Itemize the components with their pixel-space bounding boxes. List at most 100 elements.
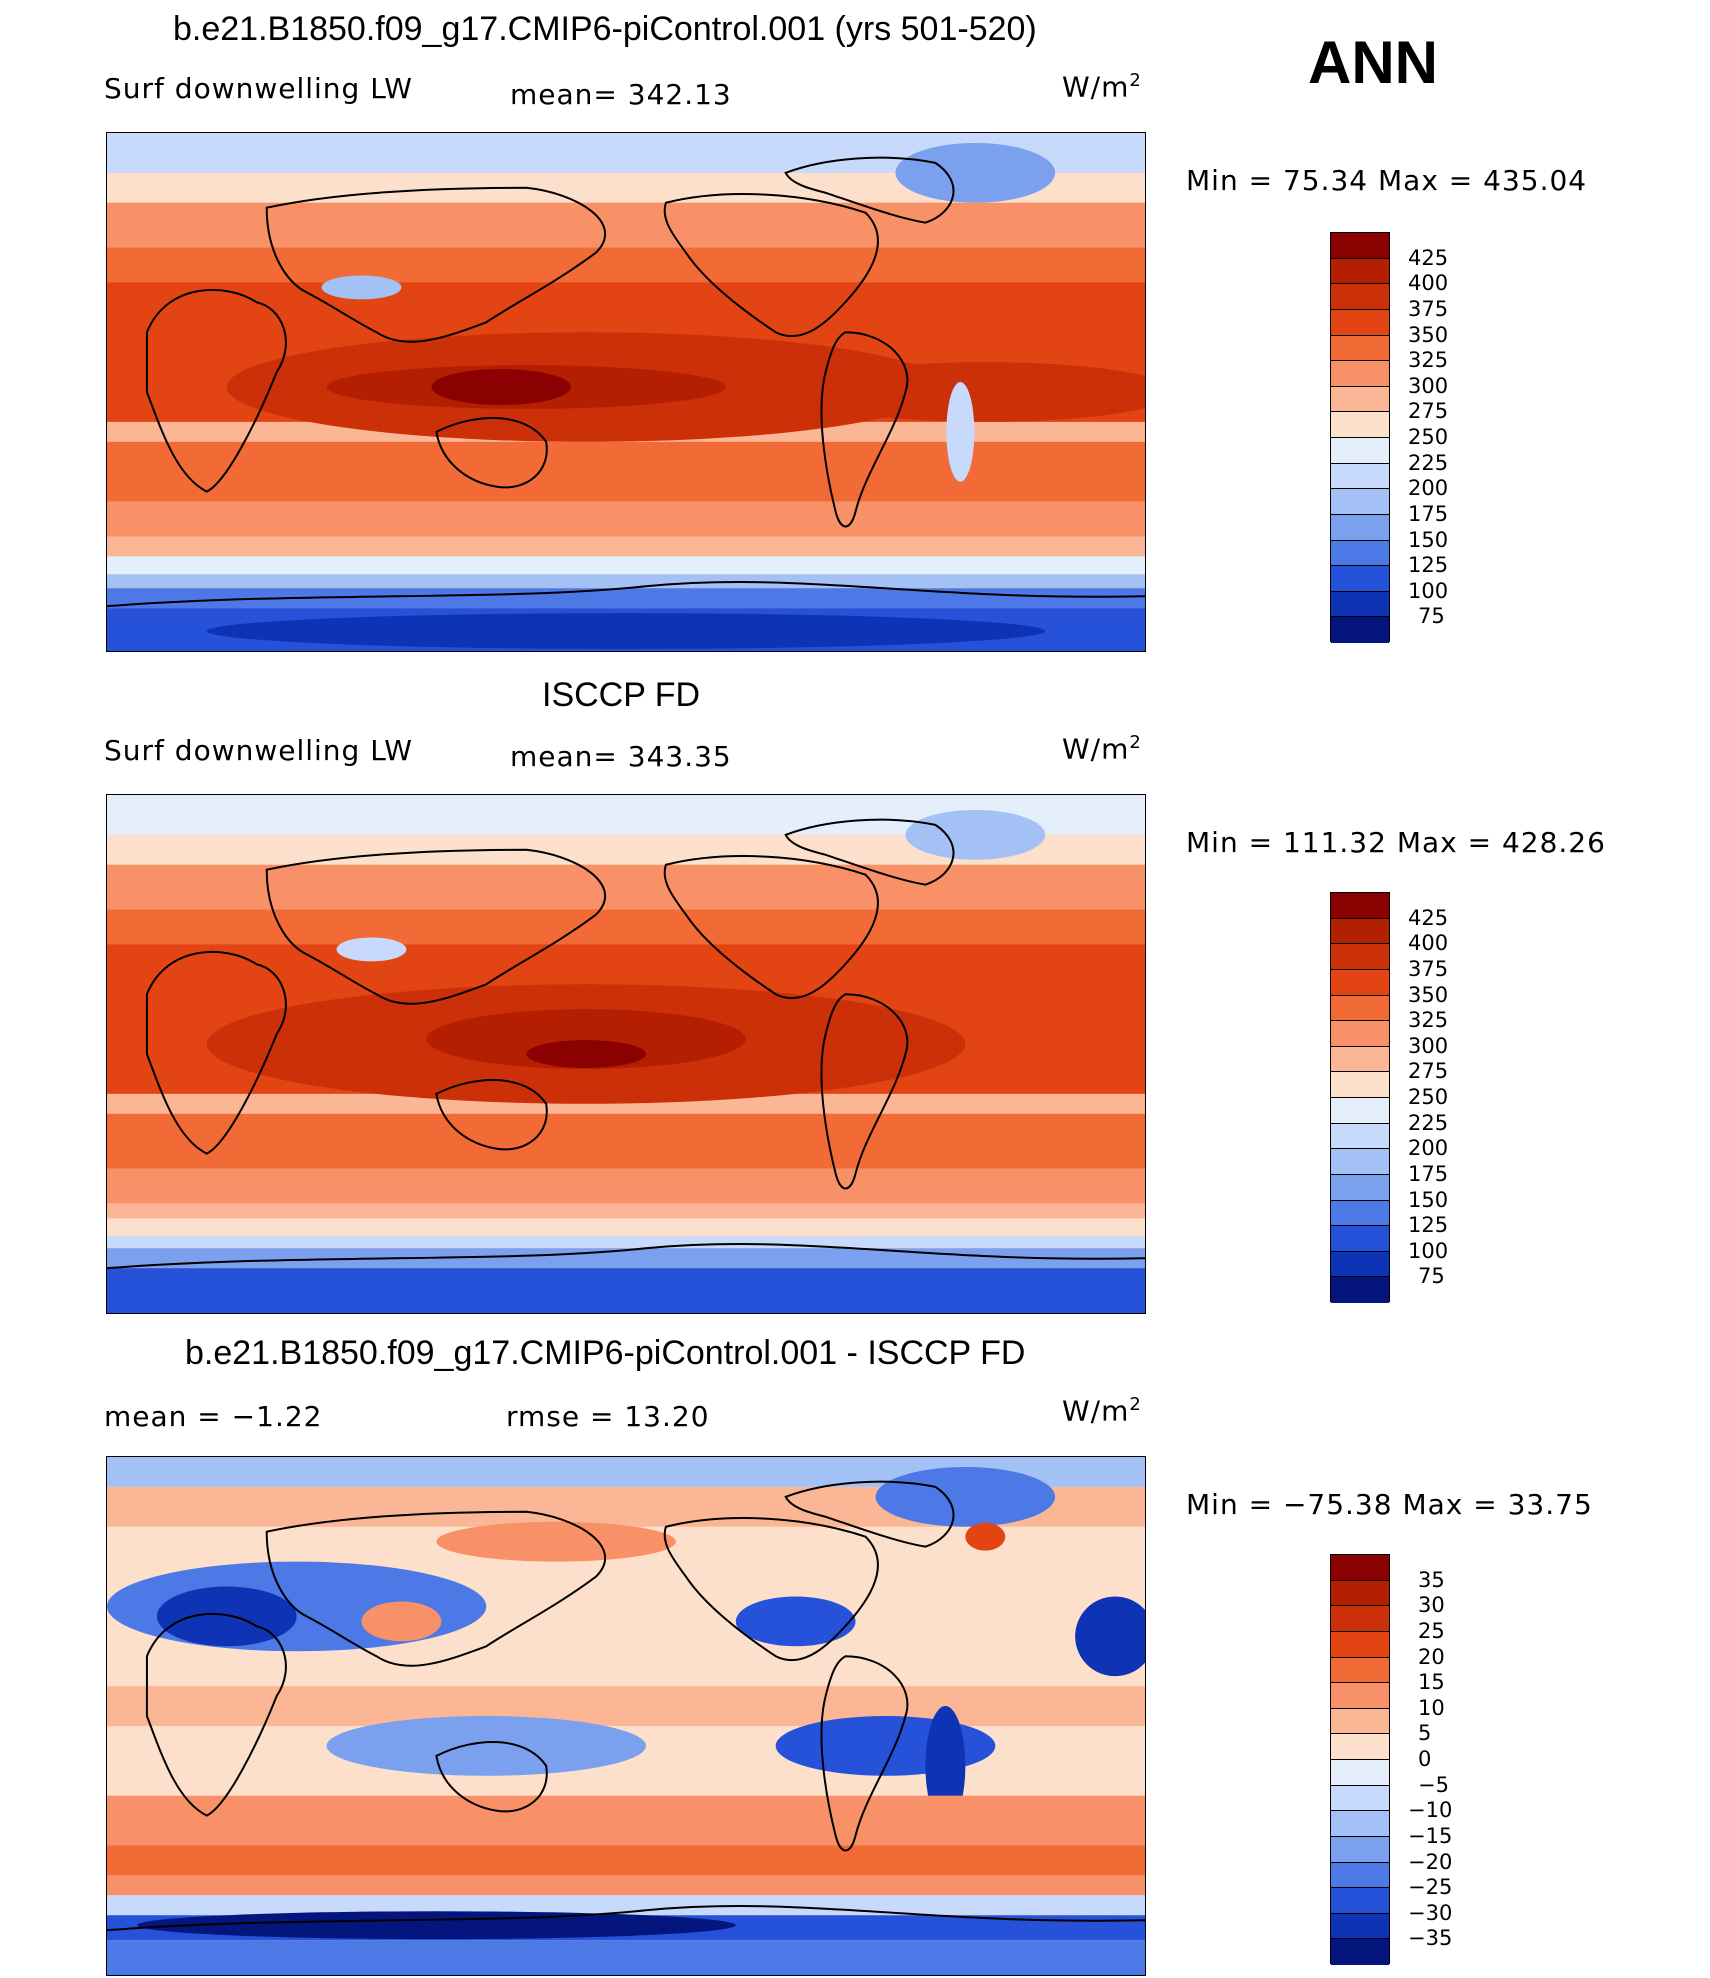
colorbar-tick-label: 0 [1418, 1747, 1432, 1771]
map-difference-field [107, 1457, 1145, 1975]
colorbar-tick-label: 75 [1418, 1264, 1445, 1289]
colorbar-tick-label: 225 [1408, 450, 1449, 475]
colorbar-segment [1331, 1072, 1389, 1098]
colorbar-segment [1331, 1606, 1389, 1632]
colorbar-segment [1331, 1734, 1389, 1760]
panel3-mean-label: mean = −1.22 [104, 1400, 323, 1433]
colorbar-tick-label: −15 [1408, 1823, 1453, 1848]
panel2-mean-label: mean= 343.35 [510, 740, 732, 773]
panel3-units: W/m2 [1062, 1394, 1142, 1427]
units-exponent: 2 [1129, 1394, 1142, 1415]
panel2-variable-label: Surf downwelling LW [104, 734, 413, 767]
colorbar-segment [1331, 540, 1389, 567]
colorbar-tick-label: 100 [1408, 578, 1449, 603]
colorbar-tick-label: 35 [1418, 1567, 1445, 1592]
colorbar-segment [1331, 893, 1389, 919]
colorbar-tick-label: 250 [1408, 425, 1449, 449]
colorbar-tick-label: 100 [1408, 1238, 1449, 1263]
colorbar-segment [1331, 995, 1389, 1022]
colorbar-segment [1331, 1123, 1389, 1150]
colorbar-tick-label: 350 [1408, 982, 1449, 1007]
colorbar-tick-label: 400 [1408, 271, 1449, 296]
colorbar-segment [1331, 514, 1389, 541]
colorbar-panel3 [1330, 1554, 1390, 1965]
colorbar-tick-label: 125 [1408, 553, 1449, 578]
colorbar-tick-label: 175 [1408, 1161, 1449, 1186]
colorbar-segment [1331, 1939, 1389, 1965]
panel2-minmax: Min = 111.32 Max = 428.26 [1186, 826, 1606, 859]
colorbar-tick-label: −35 [1408, 1926, 1453, 1951]
units-base: W/m [1062, 732, 1130, 766]
colorbar-segment [1331, 309, 1389, 336]
colorbar-segment [1331, 1811, 1389, 1837]
colorbar-segment [1331, 1149, 1389, 1175]
colorbar-segment [1331, 1200, 1389, 1227]
panel1-variable-label: Surf downwelling LW [104, 72, 413, 105]
panel1-minmax: Min = 75.34 Max = 435.04 [1186, 164, 1588, 197]
colorbar-segment [1331, 1098, 1389, 1124]
colorbar-segment [1331, 1657, 1389, 1684]
colorbar-segment [1331, 1580, 1389, 1607]
colorbar-segment [1331, 566, 1389, 592]
colorbar-tick-label: 20 [1418, 1644, 1445, 1669]
colorbar-segment [1331, 233, 1389, 259]
colorbar-tick-label: 425 [1408, 905, 1449, 930]
colorbar-segment [1331, 969, 1389, 996]
colorbar-tick-label: 225 [1408, 1110, 1449, 1135]
colorbar-segment [1331, 335, 1389, 362]
panel1-title: b.e21.B1850.f09_g17.CMIP6-piControl.001 … [173, 10, 1037, 48]
colorbar-segment [1331, 1631, 1389, 1658]
colorbar-segment [1331, 1683, 1389, 1709]
colorbar-segment [1331, 1277, 1389, 1303]
panel3-rmse-label: rmse = 13.20 [506, 1400, 710, 1433]
colorbar-tick-label: 10 [1418, 1695, 1445, 1720]
colorbar-segment [1331, 1226, 1389, 1252]
colorbar-segment [1331, 617, 1389, 643]
colorbar-tick-label: −20 [1408, 1849, 1453, 1874]
colorbar-segment [1331, 1785, 1389, 1812]
colorbar-segment [1331, 1888, 1389, 1914]
units-exponent: 2 [1129, 70, 1142, 91]
colorbar-tick-label: −25 [1408, 1875, 1453, 1900]
colorbar-segment [1331, 918, 1389, 945]
colorbar-tick-label: 350 [1408, 322, 1449, 347]
colorbar-segment [1331, 1021, 1389, 1047]
colorbar-segment [1331, 489, 1389, 515]
colorbar-tick-label: 300 [1408, 1033, 1449, 1058]
colorbar-tick-label: 200 [1408, 1136, 1449, 1161]
panel1-units: W/m2 [1062, 70, 1142, 103]
colorbar-tick-label: 325 [1408, 348, 1449, 373]
colorbar-segment [1331, 591, 1389, 618]
panel3-title: b.e21.B1850.f09_g17.CMIP6-piControl.001 … [185, 1334, 1026, 1372]
colorbar-tick-label: 325 [1408, 1008, 1449, 1033]
panel2-units: W/m2 [1062, 732, 1142, 765]
colorbar-tick-label: 375 [1408, 296, 1449, 321]
colorbar-segment [1331, 1174, 1389, 1201]
colorbar-tick-label: 250 [1408, 1085, 1449, 1109]
colorbar-tick-label: 175 [1408, 501, 1449, 526]
colorbar-tick-label: 375 [1408, 956, 1449, 981]
map-panel-obs [106, 794, 1146, 1314]
colorbar-tick-label: 200 [1408, 476, 1449, 501]
colorbar-segment [1331, 386, 1389, 413]
colorbar-segment [1331, 438, 1389, 464]
map-model-field [107, 133, 1145, 651]
units-base: W/m [1062, 1394, 1130, 1428]
map-obs-field [107, 795, 1145, 1313]
colorbar-segment [1331, 1836, 1389, 1863]
colorbar-segment [1331, 1046, 1389, 1073]
colorbar-segment [1331, 1913, 1389, 1940]
colorbar-segment [1331, 284, 1389, 310]
colorbar-tick-label: 150 [1408, 1187, 1449, 1212]
colorbar-tick-label: 425 [1408, 245, 1449, 270]
colorbar-panel1 [1330, 232, 1390, 643]
colorbar-tick-label: −5 [1418, 1772, 1449, 1797]
colorbar-segment [1331, 258, 1389, 285]
colorbar-segment [1331, 944, 1389, 970]
colorbar-tick-label: −30 [1408, 1900, 1453, 1925]
panel3-minmax: Min = −75.38 Max = 33.75 [1186, 1488, 1593, 1521]
map-panel-model [106, 132, 1146, 652]
panel2-title: ISCCP FD [542, 676, 701, 714]
colorbar-segment [1331, 1708, 1389, 1735]
colorbar-tick-label: 125 [1408, 1213, 1449, 1238]
